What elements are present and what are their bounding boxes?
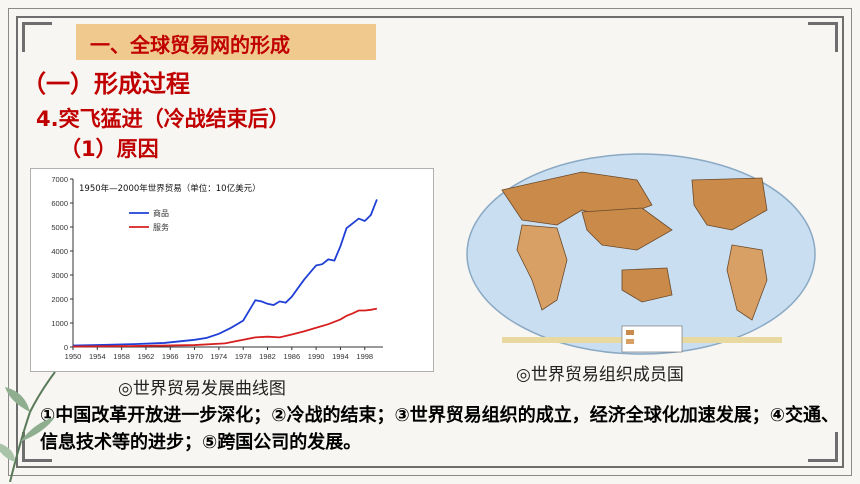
decorative-plant (0, 371, 56, 482)
south-america (726, 244, 768, 321)
x-tick-label: 1998 (356, 352, 373, 361)
x-tick-label: 1958 (113, 352, 130, 361)
heading-rapid-growth: 4.突飞猛进（冷战结束后） (36, 107, 290, 131)
legend-swatch-member (626, 330, 634, 335)
section-title: 一、全球贸易网的形成 (90, 33, 290, 57)
frame-corner-ornament (808, 22, 838, 52)
series-line-1 (72, 307, 378, 348)
y-tick-label: 7000 (51, 175, 68, 184)
x-tick-label: 1966 (162, 352, 179, 361)
x-tick-label: 1962 (138, 352, 155, 361)
x-tick-label: 1974 (211, 352, 228, 361)
y-tick-label: 2000 (51, 295, 68, 304)
frame-corner-ornament (22, 432, 52, 462)
decorative-frame-inner (16, 16, 844, 468)
x-tick-label: 1970 (186, 352, 203, 361)
decorative-frame-outer (8, 8, 852, 476)
chart-caption: ◎世界贸易发展曲线图 (118, 379, 286, 399)
legend-swatch-observer (626, 339, 634, 344)
africa (516, 224, 568, 311)
y-tick-label: 0 (64, 343, 68, 352)
y-tick-label: 5000 (51, 223, 68, 232)
frame-corner-ornament (22, 22, 52, 52)
frame-corner-ornament (808, 432, 838, 462)
legend-label-1: 服务 (153, 222, 169, 232)
x-tick-label: 1986 (283, 352, 300, 361)
north-america (691, 177, 768, 231)
asia (581, 207, 673, 251)
x-tick-label: 1954 (89, 352, 106, 361)
heading-reasons: （1）原因 (60, 137, 159, 161)
section-title-banner: 一、全球贸易网的形成 (76, 24, 376, 60)
legend-label-0: 商品 (153, 208, 169, 218)
y-tick-label: 3000 (51, 271, 68, 280)
wto-members-map (466, 153, 816, 355)
y-tick-label: 4000 (51, 247, 68, 256)
trade-chart-panel: 0 1000 2000 3000 4000 5000 6000 7000 1950 1954 195… (30, 168, 434, 372)
x-tick-label: 1990 (308, 352, 325, 361)
heading-formation-process: （一）形成过程 (22, 70, 190, 98)
chart-title: 1950年—2000年世界贸易（单位：10亿美元） (79, 183, 261, 194)
series-line-0 (72, 199, 378, 347)
x-tick-label: 1950 (65, 352, 82, 361)
trade-line-chart: 0 1000 2000 3000 4000 5000 6000 7000 1950 1954 195… (51, 175, 383, 361)
australia (621, 267, 673, 303)
x-tick-label: 1978 (235, 352, 252, 361)
reasons-summary: ①中国改革开放进一步深化；②冷战的结束；③世界贸易组织的成立，经济全球化加速发展… (40, 405, 839, 453)
world-map (462, 150, 820, 358)
x-tick-label: 1994 (332, 352, 349, 361)
map-caption: ◎世界贸易组织成员国 (516, 365, 684, 385)
x-tick-label: 1982 (259, 352, 276, 361)
y-tick-label: 1000 (51, 319, 68, 328)
y-tick-label: 6000 (51, 199, 68, 208)
